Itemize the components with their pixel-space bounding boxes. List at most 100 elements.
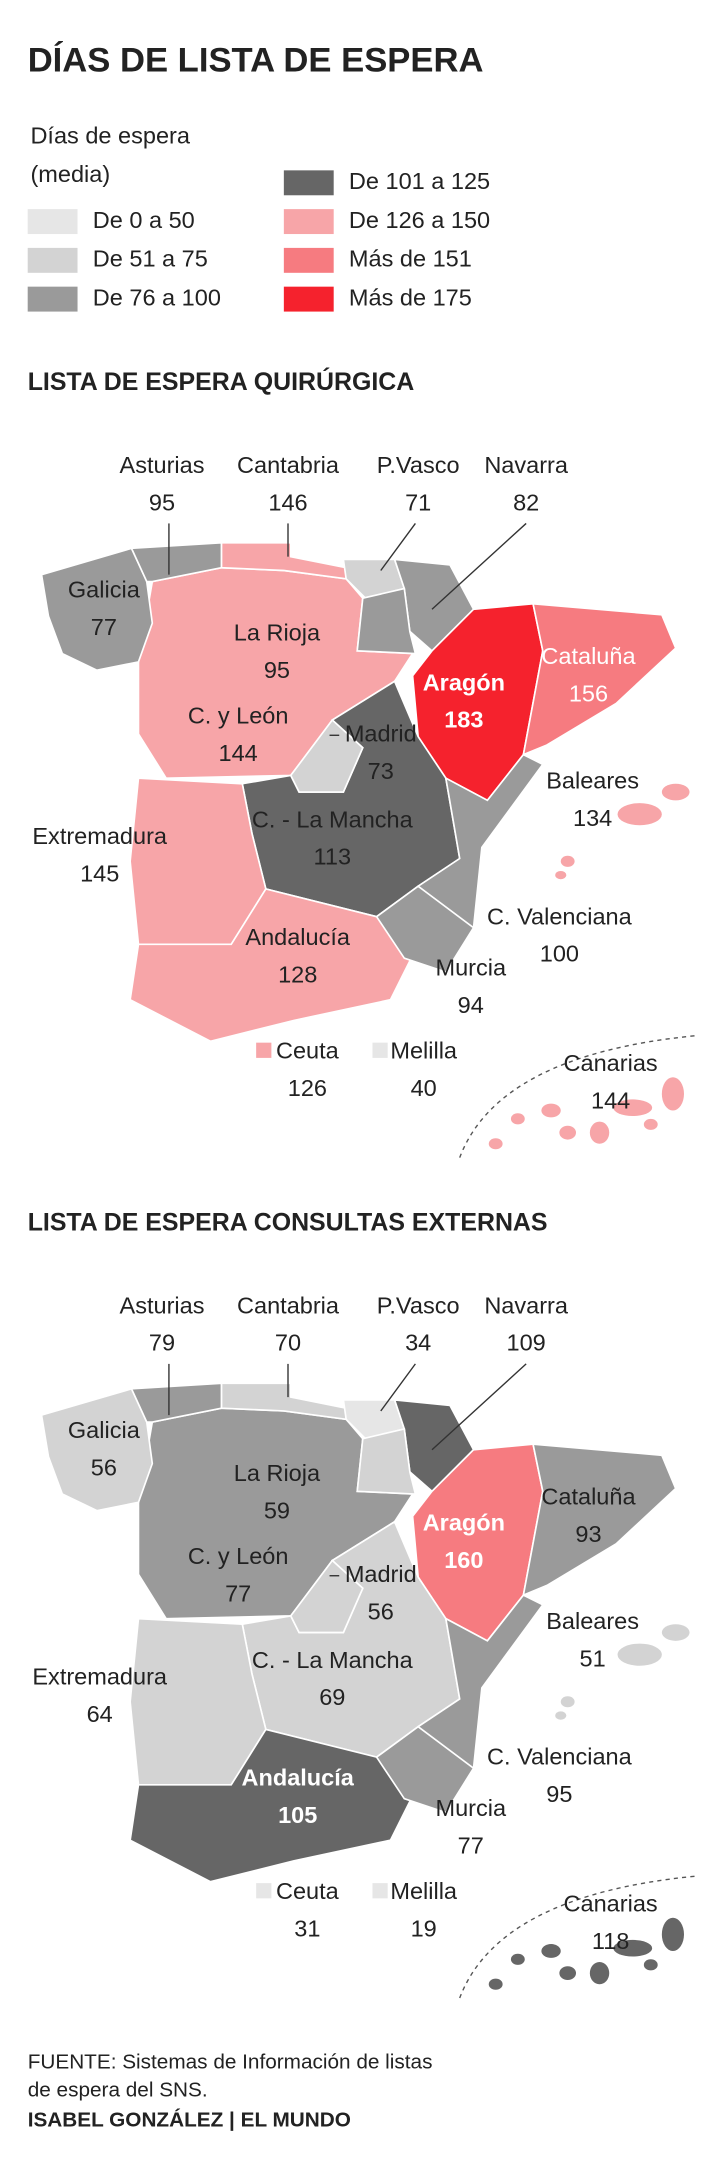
legend-swatch bbox=[27, 247, 78, 273]
region bbox=[417, 1594, 545, 1786]
region bbox=[555, 1624, 690, 1720]
leader-line bbox=[431, 1363, 527, 1451]
leader-line bbox=[380, 523, 416, 571]
region-name: C. - La Mancha bbox=[252, 806, 414, 832]
region-value: 56 bbox=[91, 1454, 117, 1480]
legend-swatch bbox=[27, 209, 78, 235]
region-name: Madrid bbox=[345, 720, 417, 746]
legend-label: De 126 a 150 bbox=[349, 207, 490, 233]
region-name: Canarias bbox=[564, 1890, 658, 1916]
legend-swatch bbox=[283, 170, 334, 196]
leader-line bbox=[380, 1363, 416, 1412]
island bbox=[613, 1939, 653, 1957]
region-value: 70 bbox=[275, 1330, 301, 1356]
legend-swatch bbox=[283, 247, 334, 273]
region-value: 95 bbox=[149, 489, 175, 515]
region-name: Navarra bbox=[484, 1292, 569, 1318]
region-value: 73 bbox=[368, 758, 394, 784]
island bbox=[488, 1978, 503, 1990]
region-name: Navarra bbox=[484, 452, 569, 478]
source: de espera del SNS. bbox=[28, 2078, 208, 2101]
region bbox=[488, 1077, 684, 1150]
legend-label: De 76 a 100 bbox=[93, 284, 221, 310]
region-name: Cantabria bbox=[237, 452, 340, 478]
region bbox=[522, 1443, 677, 1597]
region-name: P.Vasco bbox=[377, 452, 460, 478]
region bbox=[256, 1042, 272, 1058]
region-name: Ceuta bbox=[276, 1038, 340, 1064]
region-value: 126 bbox=[288, 1075, 327, 1101]
region-value: 77 bbox=[458, 1832, 484, 1858]
region-name: Murcia bbox=[435, 1795, 506, 1821]
region-value: 51 bbox=[580, 1645, 606, 1671]
region-name: Extremadura bbox=[32, 1663, 168, 1689]
region-value: 144 bbox=[219, 740, 258, 766]
island bbox=[617, 803, 662, 826]
legend-label: De 0 a 50 bbox=[93, 207, 195, 233]
leader-line bbox=[431, 522, 527, 610]
region-value: 56 bbox=[368, 1598, 394, 1624]
region-name: Ceuta bbox=[276, 1878, 340, 1904]
legend-label: De 51 a 75 bbox=[93, 246, 208, 272]
island bbox=[643, 1118, 658, 1130]
region-value: 64 bbox=[87, 1701, 113, 1727]
region bbox=[417, 753, 545, 946]
region-value: 109 bbox=[507, 1330, 546, 1356]
island bbox=[661, 1917, 684, 1951]
region bbox=[129, 888, 414, 1043]
region-name: C. Valenciana bbox=[487, 903, 633, 929]
map-title: LISTA DE ESPERA CONSULTAS EXTERNAS bbox=[28, 1209, 548, 1237]
region-value: 19 bbox=[411, 1915, 437, 1941]
region-value: 118 bbox=[592, 1928, 630, 1954]
region-name: Murcia bbox=[435, 954, 506, 980]
region-name: Extremadura bbox=[32, 823, 168, 849]
region-value: 134 bbox=[573, 805, 612, 831]
island bbox=[555, 1711, 567, 1720]
region-value: 95 bbox=[546, 1781, 572, 1807]
region bbox=[488, 1917, 684, 1990]
region-name: C. y León bbox=[188, 1543, 289, 1569]
region-value: 160 bbox=[444, 1547, 483, 1573]
region-value: 94 bbox=[458, 992, 484, 1018]
region-value: 128 bbox=[278, 961, 317, 987]
region-value: 156 bbox=[569, 680, 608, 706]
region-value: 69 bbox=[319, 1684, 345, 1710]
region-name: Asturias bbox=[120, 452, 205, 478]
region-value: 40 bbox=[411, 1075, 437, 1101]
region-name: Canarias bbox=[564, 1050, 658, 1076]
island bbox=[661, 1624, 690, 1641]
title: DÍAS DE LISTA DE ESPERA bbox=[28, 39, 484, 79]
region-value: 34 bbox=[405, 1330, 431, 1356]
source: FUENTE: Sistemas de Información de lista… bbox=[28, 2051, 433, 2074]
map: C. y León 77 Galicia 56 Asturias 79 Cantabria 7… bbox=[32, 1292, 696, 1999]
region bbox=[289, 1559, 364, 1634]
region-name: Asturias bbox=[120, 1292, 205, 1318]
region bbox=[372, 1883, 388, 1899]
region bbox=[356, 587, 417, 655]
region bbox=[40, 547, 154, 672]
map-title: LISTA DE ESPERA QUIRÚRGICA bbox=[28, 366, 415, 396]
region bbox=[555, 783, 690, 880]
region-name: C. Valenciana bbox=[487, 1744, 633, 1770]
region-value: 82 bbox=[513, 489, 539, 515]
region-value: 93 bbox=[575, 1521, 601, 1547]
legend-title: Días de espera bbox=[30, 122, 190, 148]
region-name: La Rioja bbox=[234, 1460, 321, 1486]
region bbox=[372, 1042, 388, 1058]
region-value: 77 bbox=[225, 1580, 251, 1606]
region-name: Melilla bbox=[390, 1038, 458, 1064]
island bbox=[559, 1125, 576, 1140]
region-value: 146 bbox=[268, 489, 307, 515]
region bbox=[375, 1725, 475, 1814]
legend-swatch bbox=[283, 209, 334, 235]
region-value: 59 bbox=[264, 1497, 290, 1523]
region-value: 95 bbox=[264, 657, 290, 683]
region-value: 183 bbox=[444, 707, 483, 733]
island bbox=[559, 1966, 576, 1981]
island bbox=[541, 1944, 561, 1958]
island bbox=[661, 1077, 684, 1111]
island bbox=[555, 870, 567, 880]
legend-label: De 101 a 125 bbox=[349, 168, 490, 194]
